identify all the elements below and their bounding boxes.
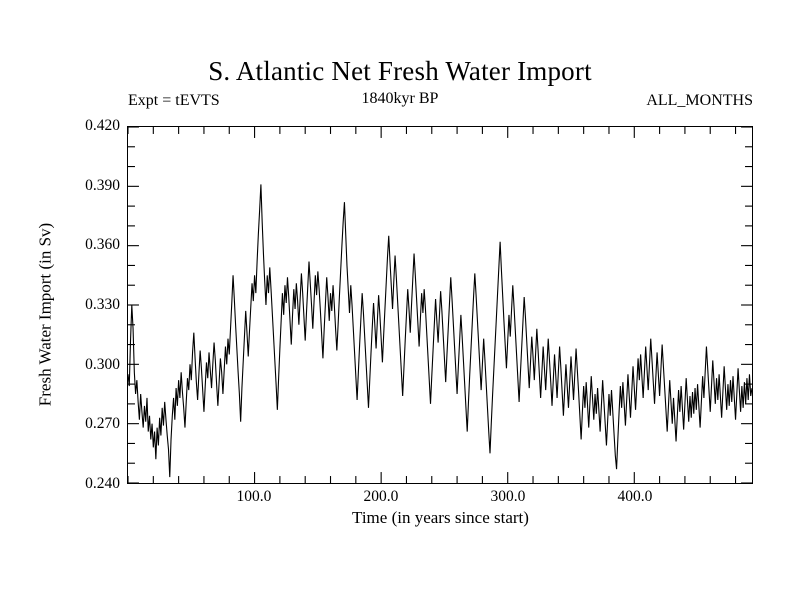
page-title: S. Atlantic Net Fresh Water Import: [208, 56, 592, 86]
y-tick-label: 0.390: [85, 176, 120, 194]
months-label: ALL_MONTHS: [646, 92, 753, 109]
x-tick-label: 300.0: [490, 488, 526, 505]
x-tick-label: 100.0: [236, 488, 272, 505]
epoch-label: 1840kyr BP: [361, 90, 439, 107]
y-tick-label-group: 0.240 0.270 0.300 0.330 0.360 0.390 0.420: [60, 0, 120, 600]
plot-area: [127, 126, 753, 484]
y-tick-label: 0.300: [85, 355, 120, 373]
y-tick-label: 0.420: [85, 117, 120, 134]
y-tick-label: 0.360: [85, 236, 120, 254]
y-tick-label: 0.240: [85, 475, 120, 492]
axis-ticks: [128, 127, 752, 483]
x-tick-label: 400.0: [617, 488, 653, 505]
x-tick-label: 200.0: [363, 488, 399, 505]
x-axis-title: Time (in years since start): [352, 508, 529, 527]
y-tick-label: 0.270: [85, 415, 120, 433]
data-line: [128, 184, 752, 477]
experiment-label: Expt = tEVTS: [128, 92, 220, 109]
y-tick-label: 0.330: [85, 296, 120, 313]
series-plot: [128, 127, 752, 483]
